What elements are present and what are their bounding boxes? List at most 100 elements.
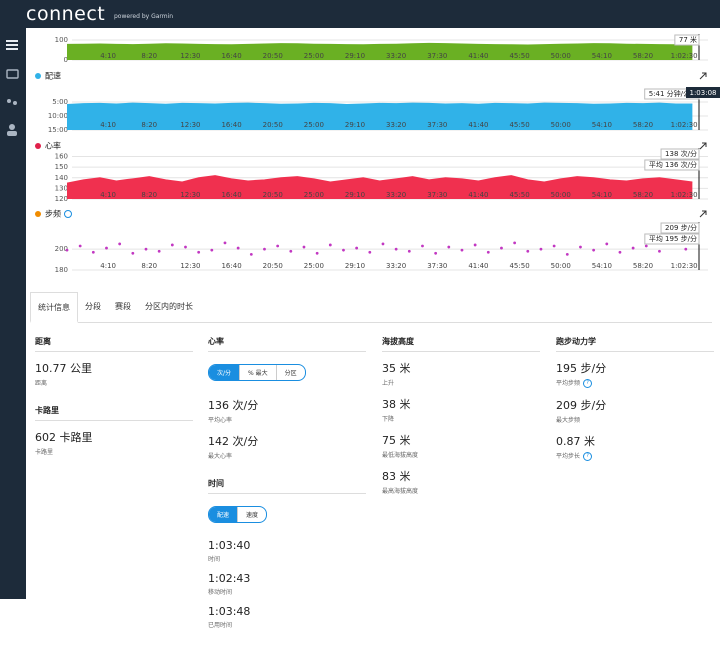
stat-label: 上升 <box>382 380 395 387</box>
stat-value: 209 步/分 <box>556 399 607 412</box>
stat-value: 10.77 公里 <box>35 362 92 375</box>
expand-icon <box>699 72 707 80</box>
data-point <box>328 243 332 247</box>
tab[interactable]: 统计信息 <box>30 292 78 323</box>
stat-value: 83 米 <box>382 470 411 483</box>
x-tick-label: 12:30 <box>180 262 200 270</box>
connections-icon[interactable] <box>7 99 11 103</box>
x-tick-label: 4:10 <box>100 52 116 60</box>
stat-value: 1:02:43 <box>208 572 251 585</box>
y-tick-label: 140 <box>55 174 68 182</box>
data-point <box>249 252 253 256</box>
tagline: powered by Garmin <box>114 13 174 20</box>
tooltip-box <box>660 148 700 160</box>
tooltip: 平均 195 步/分 <box>644 233 700 245</box>
toggle-button[interactable]: % 最大 <box>239 365 276 380</box>
stat-label: 平均步频? <box>556 378 714 388</box>
tab[interactable]: 分段 <box>85 302 101 311</box>
x-tick-label: 4:10 <box>100 191 116 199</box>
tooltip-text: 138 次/分 <box>665 149 697 158</box>
tab[interactable]: 分区内的时长 <box>145 302 193 311</box>
stat-value: 142 次/分 <box>208 435 259 448</box>
x-tick-label: 29:10 <box>345 262 365 270</box>
tooltip-box <box>644 159 700 171</box>
tab[interactable]: 赛段 <box>115 302 131 311</box>
data-point <box>526 249 530 253</box>
section-heading: 卡路里 <box>35 405 193 421</box>
data-point <box>315 251 319 255</box>
x-tick-label: 12:30 <box>180 191 200 199</box>
x-tick-label: 25:00 <box>304 262 324 270</box>
logo[interactable]: connect <box>26 3 106 25</box>
toggle-button[interactable]: 速度 <box>237 507 266 522</box>
series-line <box>66 42 693 46</box>
x-tick-label: 37:30 <box>427 262 447 270</box>
help-icon[interactable]: ? <box>583 452 593 461</box>
sidebar-icons <box>6 40 19 136</box>
data-point <box>605 242 609 246</box>
stat-label: 最大步频 <box>556 417 581 424</box>
x-tick-label: 54:10 <box>592 191 612 199</box>
stat-label: 时间 <box>208 556 221 563</box>
section-heading: 距离 <box>35 336 193 352</box>
area-fill <box>67 43 693 60</box>
chart-title: 配速 <box>45 72 61 81</box>
data-point <box>157 249 161 253</box>
toggle-group: 配速 速度 <box>208 506 268 523</box>
x-tick-label: 50:00 <box>551 52 571 60</box>
x-tick-label: 54:10 <box>592 52 612 60</box>
data-point <box>368 250 372 254</box>
x-tick-label: 41:40 <box>468 52 488 60</box>
help-icon[interactable]: ? <box>583 379 593 388</box>
x-tick-label: 20:50 <box>263 262 283 270</box>
stat-value: 38 米 <box>382 398 411 411</box>
stat-section: 时间 配速 速度 1:03:40 时间 1:02:43 移动时间 1:03:48 已用时间 <box>208 478 366 629</box>
toggle-button[interactable]: 配速 <box>209 507 238 522</box>
stat-label: 已用时间 <box>208 622 233 629</box>
x-tick-label: 16:40 <box>221 52 241 60</box>
stat-value: 0.87 米 <box>556 435 595 448</box>
x-tick-label: 58:20 <box>633 121 653 129</box>
x-tick-label: 25:00 <box>304 52 324 60</box>
x-tick-label: 16:40 <box>221 191 241 199</box>
x-tick-label: 41:40 <box>468 121 488 129</box>
chart-title: 步频 <box>45 209 61 219</box>
stat-value: 75 米 <box>382 434 411 447</box>
data-point <box>65 248 69 252</box>
charts: 0 100 4:10 8:20 12:30 16:40 20:50 25:00 29:10 33:… <box>35 34 720 274</box>
expand-icon <box>699 142 707 150</box>
stat-value: 35 米 <box>382 362 411 375</box>
menu-icon[interactable] <box>6 40 18 42</box>
stat-section: 海拔高度 35 米上升 38 米下降 75 米最低海拔高度 83 米最高海拔高度 <box>382 336 540 495</box>
x-tick-label: 12:30 <box>180 52 200 60</box>
data-point <box>105 246 108 250</box>
y-tick-label: 15:00 <box>48 126 68 134</box>
data-point <box>618 250 622 254</box>
data-point <box>579 245 582 249</box>
chart-title: 心率 <box>45 141 61 151</box>
x-tick-label: 16:40 <box>221 262 241 270</box>
stat-label: 平均心率 <box>208 417 233 424</box>
tooltip: 平均 136 次/分 <box>644 159 700 171</box>
toggle-button[interactable]: 次/分 <box>209 365 240 380</box>
x-tick-label: 50:00 <box>551 191 571 199</box>
y-tick-label: 10:00 <box>48 112 68 120</box>
sidebar <box>0 28 26 599</box>
y-tick-label: 130 <box>55 184 68 192</box>
toggle-button[interactable]: 分区 <box>275 365 305 380</box>
profile-icon[interactable] <box>9 124 15 130</box>
data-point <box>394 247 398 251</box>
x-tick-label: 45:50 <box>509 52 529 60</box>
tooltip-text: 平均 195 步/分 <box>649 234 697 243</box>
data-point <box>289 249 293 253</box>
x-tick-label: 12:30 <box>180 121 200 129</box>
data-point <box>197 250 201 254</box>
data-point <box>236 246 240 250</box>
tooltip-box <box>674 34 700 46</box>
stats-column: 跑步动力学 195 步/分 平均步频? 209 步/分 最大步频 0.87 米平均步长? <box>556 336 714 479</box>
inbox-icon[interactable] <box>6 69 19 79</box>
stats-column: 心率 次/分% 最大 分区 136 次/分 平均心率 142 次/分 最大心率 时间 配速 速度 1… <box>208 336 366 647</box>
stats-column: 距离 10.77 公里 距离 卡路里 602 卡路里 卡路里 <box>35 336 193 474</box>
y-tick-label: 150 <box>55 163 68 171</box>
data-point <box>460 248 464 252</box>
